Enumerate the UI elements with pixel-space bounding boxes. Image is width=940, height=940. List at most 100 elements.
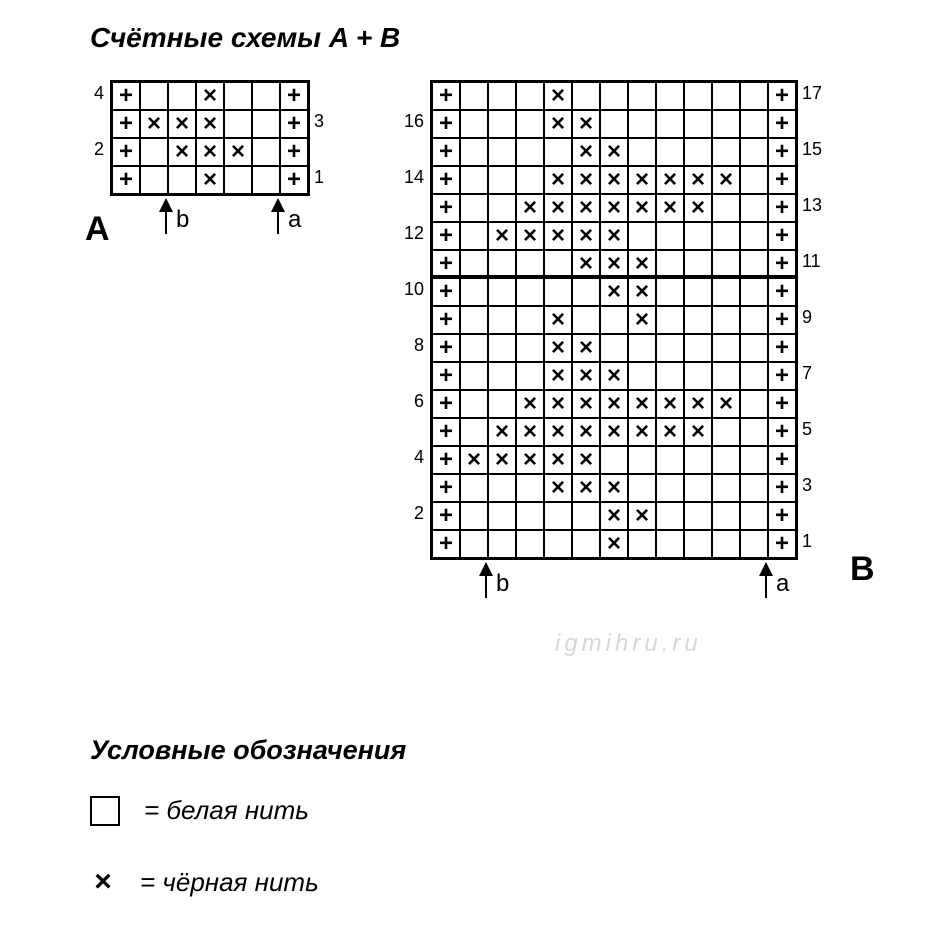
chart-b-cell: +	[768, 194, 796, 222]
chart-b-cell	[628, 530, 656, 558]
chart-b-cell	[460, 334, 488, 362]
chart-b-cell: ×	[656, 390, 684, 418]
chart-a-cell: ×	[140, 110, 168, 138]
chart-b-cell	[516, 530, 544, 558]
chart-a-arrow	[159, 198, 173, 234]
chart-b-cell: ×	[488, 446, 516, 474]
chart-b-cell	[740, 306, 768, 334]
chart-b-cell: ×	[684, 166, 712, 194]
chart-b-cell: +	[768, 446, 796, 474]
chart-a-arrow-label: a	[288, 206, 301, 234]
chart-b-cell	[740, 250, 768, 278]
chart-b-cell	[684, 530, 712, 558]
chart-b-cell: ×	[572, 138, 600, 166]
chart-b-cell	[600, 446, 628, 474]
chart-b-cell	[740, 110, 768, 138]
chart-b-cell	[516, 82, 544, 110]
chart-b-cell: ×	[460, 446, 488, 474]
chart-b-cell: ×	[544, 306, 572, 334]
chart-b-cell	[656, 278, 684, 306]
chart-b-cell: +	[768, 306, 796, 334]
chart-b-cell: ×	[628, 278, 656, 306]
chart-b-cell: +	[768, 474, 796, 502]
chart-b-cell	[460, 362, 488, 390]
chart-a-cell	[140, 166, 168, 194]
legend-x-icon: ×	[90, 865, 116, 899]
chart-b-cell: ×	[544, 446, 572, 474]
chart-a-rownum-left: 4	[94, 83, 104, 104]
chart-b-cell	[712, 502, 740, 530]
chart-b-cell: +	[768, 502, 796, 530]
chart-b-cell	[712, 222, 740, 250]
chart-b-cell: ×	[544, 194, 572, 222]
chart-b-cell: ×	[516, 222, 544, 250]
chart-b-cell: ×	[600, 390, 628, 418]
chart-b-cell	[460, 222, 488, 250]
chart-b-cell	[712, 446, 740, 474]
chart-b-cell: +	[768, 390, 796, 418]
chart-a-cell	[252, 110, 280, 138]
watermark: igmihru.ru	[555, 630, 702, 658]
chart-b-cell: ×	[572, 446, 600, 474]
chart-b-cell: ×	[684, 418, 712, 446]
chart-b-cell	[712, 194, 740, 222]
chart-b-cell	[600, 306, 628, 334]
chart-a-rownum-right: 3	[314, 111, 324, 132]
chart-a-cell: ×	[196, 166, 224, 194]
chart-a-cell	[168, 82, 196, 110]
chart-b-cell	[656, 82, 684, 110]
chart-b-cell	[656, 138, 684, 166]
chart-b-cell	[516, 278, 544, 306]
chart-b-cell: ×	[516, 446, 544, 474]
chart-b-cell	[712, 278, 740, 306]
chart-b-cell	[460, 474, 488, 502]
chart-a-cell: ×	[196, 138, 224, 166]
chart-b-cell: ×	[628, 306, 656, 334]
legend-title: Условные обозначения	[90, 735, 406, 766]
chart-a-cell: +	[112, 110, 140, 138]
chart-b-cell	[684, 362, 712, 390]
chart-b-cell	[684, 334, 712, 362]
chart-a-cell: +	[280, 82, 308, 110]
chart-b-cell	[488, 306, 516, 334]
chart-b-cell	[712, 334, 740, 362]
chart-b-cell: +	[432, 418, 460, 446]
chart-b-cell: +	[432, 530, 460, 558]
chart-b-cell	[488, 334, 516, 362]
chart-b-cell: ×	[628, 502, 656, 530]
chart-b-cell	[684, 138, 712, 166]
chart-b-cell: ×	[572, 222, 600, 250]
chart-b-cell: ×	[544, 82, 572, 110]
chart-b-cell: +	[768, 278, 796, 306]
chart-b-cell	[628, 334, 656, 362]
chart-b-cell	[488, 362, 516, 390]
chart-b-cell	[684, 474, 712, 502]
chart-b-cell	[740, 222, 768, 250]
chart-b-rownum-right: 3	[802, 475, 812, 496]
chart-b-cell: +	[768, 362, 796, 390]
chart-b-cell: ×	[544, 166, 572, 194]
chart-b-cell	[628, 446, 656, 474]
chart-a-cell: +	[280, 110, 308, 138]
chart-b-cell: ×	[572, 110, 600, 138]
chart-a-cell	[224, 166, 252, 194]
chart-b-cell: ×	[712, 390, 740, 418]
chart-b-cell	[628, 82, 656, 110]
chart-a-cell	[252, 166, 280, 194]
chart-b-cell	[460, 194, 488, 222]
chart-b-cell: ×	[628, 194, 656, 222]
chart-a-cell: ×	[168, 138, 196, 166]
chart-b-cell	[684, 222, 712, 250]
chart-b-cell	[544, 502, 572, 530]
chart-b-cell: +	[432, 362, 460, 390]
chart-b-cell: +	[432, 250, 460, 278]
chart-b-cell: +	[432, 194, 460, 222]
chart-a-grid: +×++×××++×××++×+	[110, 80, 310, 196]
chart-b-cell	[460, 138, 488, 166]
chart-b-rownum-right: 1	[802, 531, 812, 552]
chart-b-cell	[460, 166, 488, 194]
chart-b-cell: +	[432, 82, 460, 110]
chart-b-divider	[430, 275, 796, 278]
chart-a-cell: ×	[196, 82, 224, 110]
chart-b-cell	[656, 222, 684, 250]
